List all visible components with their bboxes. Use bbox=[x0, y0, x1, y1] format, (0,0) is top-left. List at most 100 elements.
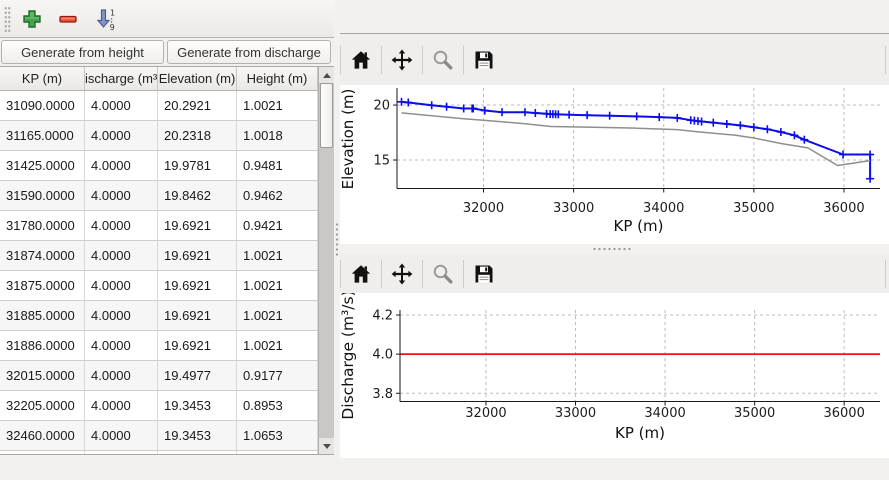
table-cell[interactable]: 1.0018 bbox=[237, 121, 318, 151]
table-cell[interactable]: 4.0000 bbox=[85, 301, 158, 331]
table-cell[interactable]: 19.3453 bbox=[158, 391, 237, 421]
table-cell[interactable]: 31090.0000 bbox=[0, 91, 85, 121]
svg-text:9: 9 bbox=[110, 23, 115, 32]
table-cell[interactable]: 19.3453 bbox=[158, 421, 237, 451]
svg-text:35000: 35000 bbox=[734, 406, 775, 421]
table-cell[interactable]: 4.0000 bbox=[85, 361, 158, 391]
scroll-up-button[interactable] bbox=[319, 67, 334, 83]
table-cell[interactable]: 31780.0000 bbox=[0, 211, 85, 241]
table-cell[interactable]: 31590.0000 bbox=[0, 181, 85, 211]
vertical-splitter[interactable] bbox=[334, 0, 340, 480]
svg-text:35000: 35000 bbox=[733, 201, 774, 216]
table-cell[interactable]: 31886.0000 bbox=[0, 331, 85, 361]
table-cell[interactable]: 32460.0000 bbox=[0, 421, 85, 451]
horizontal-splitter[interactable] bbox=[340, 244, 889, 254]
elevation-plot[interactable]: 32000 33000 34000 35000 36000 15 20 KP (m) Eleva… bbox=[340, 85, 889, 244]
table-cell[interactable]: 1.0021 bbox=[237, 271, 318, 301]
table-row[interactable]: 31425.0000 4.0000 19.9781 0.9481 bbox=[0, 151, 334, 181]
table-cell[interactable]: 4.0000 bbox=[85, 151, 158, 181]
svg-text:1: 1 bbox=[110, 8, 115, 17]
table-cell[interactable]: 19.9781 bbox=[158, 151, 237, 181]
table-cell[interactable]: 20.2921 bbox=[158, 91, 237, 121]
table-cell[interactable]: 19.6921 bbox=[158, 271, 237, 301]
table-cell[interactable]: 0.9177 bbox=[237, 361, 318, 391]
table-row-partial[interactable] bbox=[0, 451, 334, 454]
scrollbar-thumb[interactable] bbox=[320, 83, 333, 148]
column-header[interactable]: Elevation (m) bbox=[158, 67, 237, 91]
table-cell[interactable]: 31885.0000 bbox=[0, 301, 85, 331]
table-row[interactable]: 31780.0000 4.0000 19.6921 0.9421 bbox=[0, 211, 334, 241]
column-header[interactable]: KP (m) bbox=[0, 67, 85, 91]
table-cell[interactable]: 4.0000 bbox=[85, 91, 158, 121]
home-icon[interactable] bbox=[346, 259, 376, 289]
toolbar-grip-handle[interactable] bbox=[4, 5, 11, 32]
table-cell[interactable]: 19.6921 bbox=[158, 241, 237, 271]
discharge-plot[interactable]: 32000 33000 34000 35000 36000 3.8 4.0 4.2 KP (m)… bbox=[340, 293, 889, 458]
svg-text:KP (m): KP (m) bbox=[614, 217, 664, 235]
generate-from-discharge-button[interactable]: Generate from discharge bbox=[167, 40, 331, 64]
zoom-icon[interactable] bbox=[428, 45, 458, 75]
table-row[interactable]: 32205.0000 4.0000 19.3453 0.8953 bbox=[0, 391, 334, 421]
column-header[interactable]: Height (m) bbox=[237, 67, 318, 91]
table-cell[interactable]: 31874.0000 bbox=[0, 241, 85, 271]
add-row-icon[interactable] bbox=[19, 5, 47, 33]
svg-text:36000: 36000 bbox=[823, 201, 864, 216]
table-cell[interactable]: 4.0000 bbox=[85, 271, 158, 301]
table-cell[interactable]: 4.0000 bbox=[85, 331, 158, 361]
svg-text:36000: 36000 bbox=[823, 406, 864, 421]
table-cell[interactable]: 4.0000 bbox=[85, 211, 158, 241]
table-cell[interactable]: 19.8462 bbox=[158, 181, 237, 211]
table-cell[interactable]: 4.0000 bbox=[85, 391, 158, 421]
table-row[interactable]: 31885.0000 4.0000 19.6921 1.0021 bbox=[0, 301, 334, 331]
svg-text:32000: 32000 bbox=[463, 201, 504, 216]
table-cell[interactable]: 1.0021 bbox=[237, 301, 318, 331]
table-cell[interactable]: 32205.0000 bbox=[0, 391, 85, 421]
table-cell[interactable]: 19.4977 bbox=[158, 361, 237, 391]
table-cell[interactable]: 19.6921 bbox=[158, 211, 237, 241]
splitter-grip-dots bbox=[335, 222, 339, 258]
table-row[interactable]: 32460.0000 4.0000 19.3453 1.0653 bbox=[0, 421, 334, 451]
table-cell[interactable]: 32015.0000 bbox=[0, 361, 85, 391]
table-cell[interactable]: 0.9421 bbox=[237, 211, 318, 241]
zoom-icon[interactable] bbox=[428, 259, 458, 289]
table-cell[interactable]: 19.6921 bbox=[158, 331, 237, 361]
svg-text:Elevation (m): Elevation (m) bbox=[340, 89, 357, 190]
table-cell[interactable]: 1.0021 bbox=[237, 91, 318, 121]
table-cell[interactable]: 4.0000 bbox=[85, 241, 158, 271]
remove-row-icon[interactable] bbox=[55, 5, 83, 33]
scroll-down-button[interactable] bbox=[319, 438, 334, 454]
table-cell[interactable]: 4.0000 bbox=[85, 121, 158, 151]
svg-text:KP (m): KP (m) bbox=[615, 424, 665, 442]
column-header[interactable]: ischarge (m³/ bbox=[85, 67, 158, 91]
table-cell[interactable]: 31875.0000 bbox=[0, 271, 85, 301]
table-row[interactable]: 31874.0000 4.0000 19.6921 1.0021 bbox=[0, 241, 334, 271]
save-icon[interactable] bbox=[469, 259, 499, 289]
vertical-scrollbar[interactable] bbox=[318, 67, 334, 454]
table-row[interactable]: 31886.0000 4.0000 19.6921 1.0021 bbox=[0, 331, 334, 361]
table-row[interactable]: 31590.0000 4.0000 19.8462 0.9462 bbox=[0, 181, 334, 211]
generate-from-height-button[interactable]: Generate from height bbox=[1, 40, 164, 64]
table-cell[interactable]: 19.6921 bbox=[158, 301, 237, 331]
table-cell[interactable]: 1.0653 bbox=[237, 421, 318, 451]
table-cell[interactable]: 0.8953 bbox=[237, 391, 318, 421]
table-cell[interactable]: 31165.0000 bbox=[0, 121, 85, 151]
table-cell[interactable]: 20.2318 bbox=[158, 121, 237, 151]
table-row[interactable]: 31090.0000 4.0000 20.2921 1.0021 bbox=[0, 91, 334, 121]
table-cell[interactable]: 1.0021 bbox=[237, 331, 318, 361]
home-icon[interactable] bbox=[346, 45, 376, 75]
table-cell[interactable]: 1.0021 bbox=[237, 241, 318, 271]
pan-icon[interactable] bbox=[387, 45, 417, 75]
table-cell[interactable]: 4.0000 bbox=[85, 181, 158, 211]
table-row[interactable]: 32015.0000 4.0000 19.4977 0.9177 bbox=[0, 361, 334, 391]
table-cell[interactable]: 0.9462 bbox=[237, 181, 318, 211]
sort-ascending-icon[interactable]: 1 9 bbox=[91, 5, 119, 33]
table-row[interactable]: 31875.0000 4.0000 19.6921 1.0021 bbox=[0, 271, 334, 301]
table-cell[interactable]: 4.0000 bbox=[85, 421, 158, 451]
save-icon[interactable] bbox=[469, 45, 499, 75]
table-cell[interactable]: 31425.0000 bbox=[0, 151, 85, 181]
table-row[interactable]: 31165.0000 4.0000 20.2318 1.0018 bbox=[0, 121, 334, 151]
svg-text:3.8: 3.8 bbox=[372, 387, 393, 402]
table-cell[interactable]: 0.9481 bbox=[237, 151, 318, 181]
pan-icon[interactable] bbox=[387, 259, 417, 289]
